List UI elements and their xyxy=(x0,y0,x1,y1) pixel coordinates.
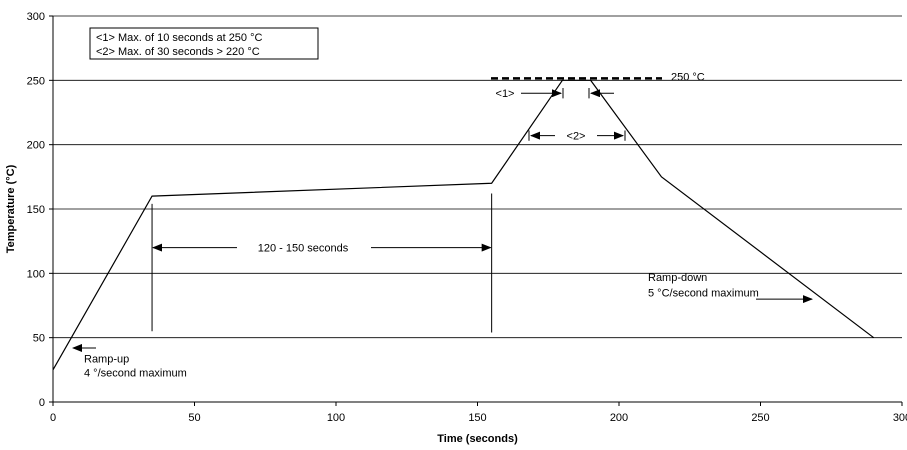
y-tick-label-250: 250 xyxy=(27,75,45,87)
axes xyxy=(49,15,903,406)
y-tick-label-100: 100 xyxy=(27,268,45,280)
marker-1-label: <1> xyxy=(496,88,515,100)
ramp-up-label: Ramp-up xyxy=(84,354,129,366)
ramp-down-rate-label: 5 °C/second maximum xyxy=(648,287,759,299)
x-axis-title: Time (seconds) xyxy=(437,433,518,445)
ramp-up-rate-label: 4 °/second maximum xyxy=(84,368,187,380)
x-tick-label-150: 150 xyxy=(468,412,486,424)
y-tick-label-50: 50 xyxy=(33,333,45,345)
x-tick-label-0: 0 xyxy=(50,412,56,424)
legend-line-1: <1> Max. of 10 seconds at 250 °C xyxy=(96,32,263,44)
legend-box: <1> Max. of 10 seconds at 250 °C <2> Max… xyxy=(89,27,319,60)
x-tick-label-200: 200 xyxy=(610,412,628,424)
x-tick-label-50: 50 xyxy=(188,412,200,424)
temperature-profile-line xyxy=(52,79,875,371)
y-axis-title: Temperature (°C) xyxy=(5,164,17,253)
horizontal-gridlines xyxy=(53,15,902,339)
y-tick-label-300: 300 xyxy=(27,11,45,23)
peak-temperature-label: 250 °C xyxy=(671,71,705,83)
y-tick-label-0: 0 xyxy=(39,397,45,409)
x-tick-labels: 0 50 100 150 200 250 300 xyxy=(50,412,907,424)
y-tick-label-200: 200 xyxy=(27,140,45,152)
x-tick-label-100: 100 xyxy=(327,412,345,424)
x-tick-label-250: 250 xyxy=(751,412,769,424)
ramp-down-label: Ramp-down xyxy=(648,272,707,284)
legend-line-2: <2> Max. of 30 seconds > 220 °C xyxy=(96,46,260,58)
y-tick-label-150: 150 xyxy=(27,204,45,216)
y-tick-labels: 0 50 100 150 200 250 300 xyxy=(27,11,45,409)
legend-frame xyxy=(89,27,319,60)
annotations xyxy=(72,88,813,352)
preheat-duration-label: 120 - 150 seconds xyxy=(258,243,349,255)
x-tick-label-300: 300 xyxy=(893,412,907,424)
marker-2-label: <2> xyxy=(567,131,586,143)
